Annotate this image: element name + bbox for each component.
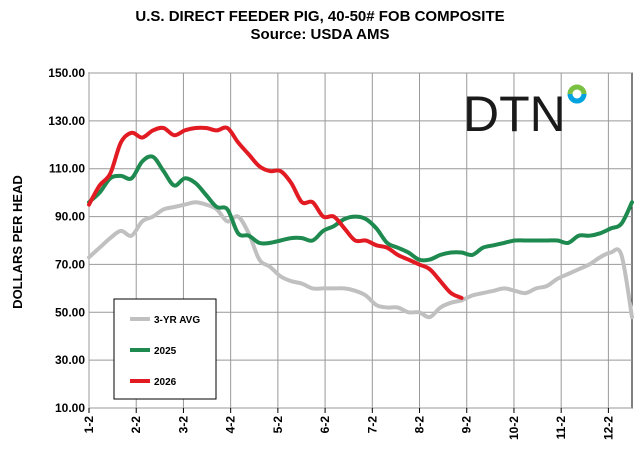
legend: 3-YR AVG 2025 2026 (113, 298, 217, 400)
x-tick-label: 6-2 (318, 416, 332, 434)
x-tick-label: 12-2 (601, 416, 615, 440)
y-tick-label: 90.00 (55, 210, 85, 224)
chart-subtitle: Source: USDA AMS (250, 26, 390, 43)
logo-text: DTN (463, 86, 566, 142)
series-lines (87, 125, 634, 320)
legend-label: 2025 (154, 346, 177, 357)
y-axis-ticks: 10.00 30.00 50.00 70.00 90.00 110.00 130.00 150… (48, 66, 85, 415)
series-line-2025 (87, 154, 634, 263)
x-tick-label: 9-2 (460, 416, 474, 434)
y-axis-label: DOLLARS PER HEAD (10, 175, 25, 309)
series-line-2026 (87, 125, 464, 300)
x-tick-label: 4-2 (224, 416, 238, 434)
y-tick-label: 110.00 (49, 162, 85, 176)
x-tick-label: 3-2 (176, 416, 190, 434)
x-tick-label: 2-2 (129, 416, 143, 434)
x-tick-label: 10-2 (507, 416, 521, 440)
dtn-logo: DTN (463, 84, 587, 142)
chart-title: U.S. DIRECT FEEDER PIG, 40-50# FOB COMPO… (135, 8, 505, 25)
x-tick-label: 11-2 (554, 416, 568, 440)
y-tick-label: 50.00 (55, 305, 85, 319)
x-tick-label: 8-2 (413, 416, 427, 434)
x-tick-label: 5-2 (271, 416, 285, 434)
x-tick-label: 7-2 (365, 416, 379, 434)
x-axis-ticks: 1-2 2-2 3-2 4-2 5-2 6-2 7-2 8-2 9-2 10-2 11-2 12-2 (82, 408, 615, 440)
y-tick-label: 30.00 (55, 353, 85, 367)
x-tick-label: 1-2 (82, 416, 96, 434)
series-line-3-yr-avg (87, 200, 634, 320)
legend-label: 3-YR AVG (154, 315, 200, 326)
y-tick-label: 70.00 (55, 257, 85, 271)
y-tick-label: 10.00 (55, 401, 85, 415)
logo-arc-blue (567, 93, 587, 104)
legend-label: 2026 (154, 377, 177, 388)
y-tick-label: 150.00 (48, 66, 85, 80)
logo-arc-green (567, 84, 587, 95)
y-tick-label: 130.00 (48, 114, 85, 128)
